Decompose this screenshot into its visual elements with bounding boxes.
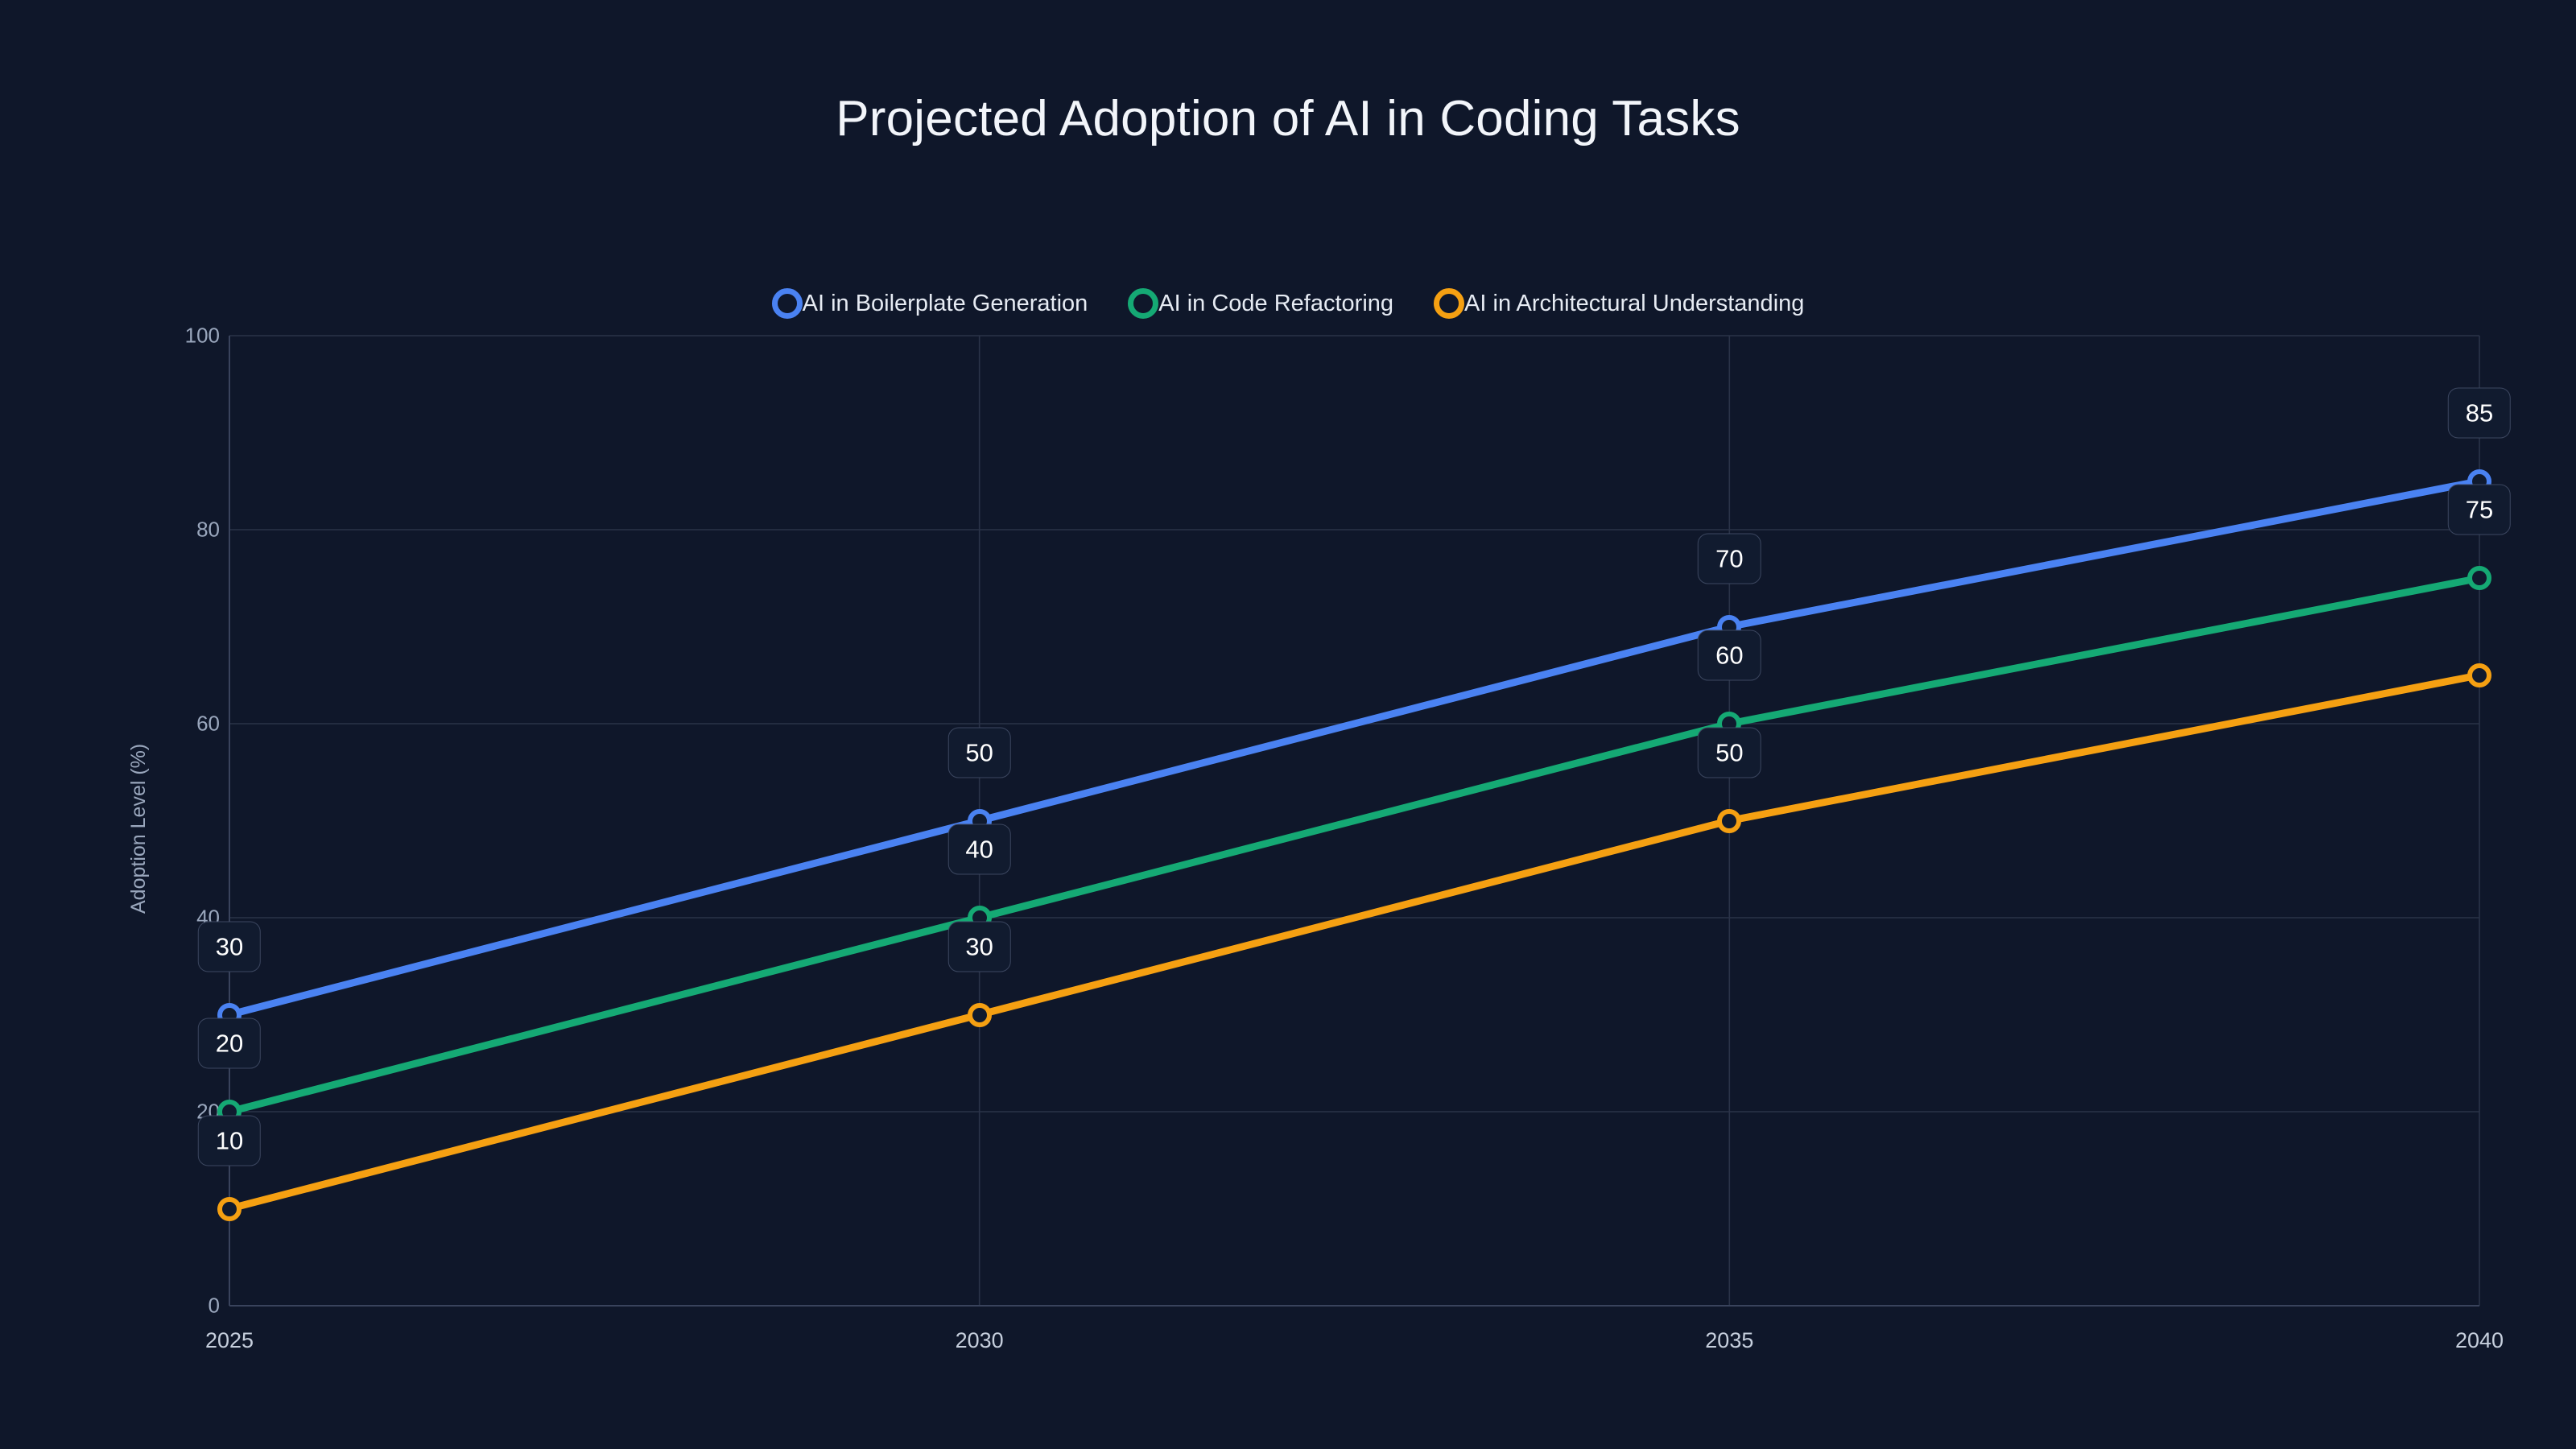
chart-legend: AI in Boilerplate Generation AI in Code R… [0,288,2576,319]
data-point-marker[interactable] [217,1196,242,1221]
data-point-label: 20 [197,1018,262,1069]
data-point-marker[interactable] [2467,663,2491,687]
legend-item-label: AI in Boilerplate Generation [802,290,1088,316]
data-point-label: 50 [1698,727,1761,778]
data-point-label: 70 [1698,533,1761,584]
series-line-2 [225,671,2483,1212]
ring-marker-icon [771,288,803,319]
y-axis-tick-label: 60 [196,711,220,736]
y-axis-tick-label: 0 [208,1293,220,1318]
data-point-marker[interactable] [1717,808,1742,833]
data-point-label: 30 [197,921,262,972]
data-point-label: 85 [2447,387,2512,439]
data-point-marker[interactable] [2467,566,2491,591]
ring-marker-icon [1128,288,1159,319]
y-axis-title: Adoption Level (%) [127,743,150,914]
x-axis-tick-label: 2025 [204,1328,254,1352]
data-point-label: 60 [1698,630,1761,681]
series-line-0 [225,477,2483,1018]
y-axis-tick-label: 100 [184,323,220,348]
data-point-marker[interactable] [967,1002,992,1027]
x-axis-tick-label: 2035 [1705,1328,1754,1352]
x-axis-tick-label: 2030 [955,1328,1004,1352]
data-point-label: 50 [947,727,1011,778]
legend-item-label: AI in Code Refactoring [1158,290,1394,316]
data-point-label: 75 [2447,484,2512,535]
page-title: Projected Adoption of AI in Coding Tasks [836,91,1740,147]
data-point-label: 10 [197,1115,262,1166]
data-point-label: 30 [947,921,1011,972]
x-axis-tick-label: 2040 [2454,1328,2504,1352]
legend-item-0[interactable]: AI in Boilerplate Generation [771,288,1088,319]
legend-item-label: AI in Architectural Understanding [1464,290,1805,316]
legend-item-2[interactable]: AI in Architectural Understanding [1434,288,1804,319]
data-point-label: 40 [947,824,1011,875]
series-line-1 [225,574,2483,1116]
legend-item-1[interactable]: AI in Code Refactoring [1128,288,1393,319]
ring-marker-icon [1434,288,1465,319]
y-axis-tick-label: 80 [196,517,220,542]
